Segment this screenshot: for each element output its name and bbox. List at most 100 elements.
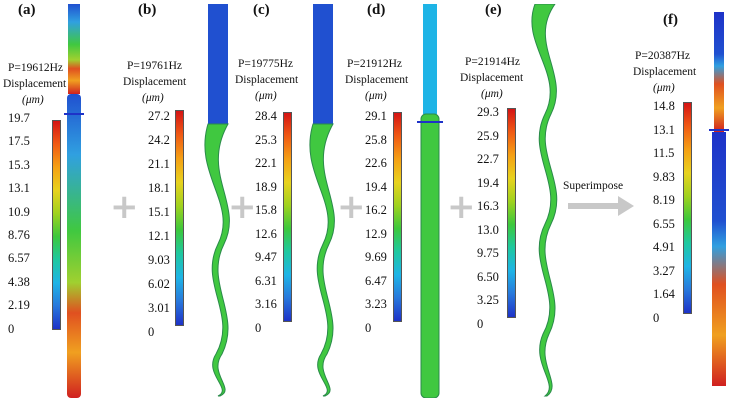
scale-tick-label: 6.31 xyxy=(255,273,277,288)
scale-tick-label: 13.0 xyxy=(477,222,499,237)
frequency-label: P=21912Hz xyxy=(347,58,403,70)
plus-icon: + xyxy=(337,187,366,227)
scale-tick-label: 8.19 xyxy=(653,193,675,207)
scale-tick-label: 25.3 xyxy=(255,132,277,147)
scale-tick-label: 0 xyxy=(255,320,262,335)
scale-tick-label: 6.55 xyxy=(653,216,675,231)
scale-tick-label: 3.25 xyxy=(477,293,499,307)
scale-tick-label: 15.8 xyxy=(255,203,277,217)
scale-tick-label: 22.1 xyxy=(255,156,277,170)
scale-tick-label: 6.02 xyxy=(148,277,170,291)
scale-tick-label: 6.57 xyxy=(8,251,30,266)
scale-tick-label: 12.9 xyxy=(365,226,387,241)
scale-tick-label: 18.9 xyxy=(255,179,277,194)
scale-tick-label: 22.7 xyxy=(477,152,499,166)
panel-d: (d) P=21912Hz Displacement (μm) 29.1 25.8… xyxy=(345,0,450,402)
scale-tick-label: 22.6 xyxy=(365,156,387,170)
unit-label: (μm) xyxy=(22,94,44,106)
color-scale-bar xyxy=(283,112,292,322)
panel-c: (c) P=19775Hz Displacement (μm) 28.4 25.3… xyxy=(235,0,345,402)
displacement-label: Displacement xyxy=(460,72,524,84)
plus-icon: + xyxy=(228,187,257,227)
deformed-horn-shape xyxy=(417,4,443,398)
scale-tick-label: 14.8 xyxy=(653,99,675,113)
scale-tick-label: 6.50 xyxy=(477,269,499,284)
frequency-label: P=21914Hz xyxy=(465,56,521,68)
scale-tick-label: 0 xyxy=(8,321,15,336)
deformed-horn-shape xyxy=(204,4,230,397)
scale-tick-label: 3.23 xyxy=(365,297,387,311)
deformed-horn-shape xyxy=(309,4,335,397)
scale-tick-label: 12.6 xyxy=(255,226,277,241)
panel-label: (a) xyxy=(18,2,36,18)
scale-tick-label: 0 xyxy=(477,316,484,331)
plus-icon: + xyxy=(110,187,139,227)
scale-tick-label: 19.7 xyxy=(8,111,30,125)
unit-label: (μm) xyxy=(481,88,503,100)
scale-tick-label: 27.2 xyxy=(148,109,170,123)
arrow-right-icon xyxy=(568,196,634,216)
scale-tick-label: 0 xyxy=(365,320,372,335)
scale-tick-label: 6.47 xyxy=(365,273,387,288)
panel-b: (b) P=19761Hz Displacement (μm) 27.2 24.2… xyxy=(120,0,235,402)
deformed-horn-shape xyxy=(531,4,558,397)
displacement-label: Displacement xyxy=(345,74,409,86)
scale-tick-label: 1.64 xyxy=(653,287,675,301)
scale-tick-label: 9.47 xyxy=(255,250,277,264)
scale-tick-label: 29.1 xyxy=(365,109,387,123)
scale-tick-label: 0 xyxy=(653,310,660,325)
scale-tick-label: 12.1 xyxy=(148,229,170,243)
scale-tick-label: 13.1 xyxy=(653,122,675,137)
frequency-label: P=20387Hz xyxy=(635,50,691,62)
panel-label: (d) xyxy=(367,2,386,18)
displacement-label: Displacement xyxy=(3,78,67,90)
scale-tick-label: 9.03 xyxy=(148,253,170,267)
frequency-label: P=19612Hz xyxy=(8,62,64,74)
scale-tick-label: 16.3 xyxy=(477,199,499,213)
color-scale-bar xyxy=(683,102,692,314)
scale-tick-label: 13.1 xyxy=(8,181,30,196)
scale-tick-label: 15.3 xyxy=(8,157,30,172)
panel-f: (f) P=20387Hz Displacement (μm) 14.8 13.1… xyxy=(633,0,735,402)
scale-tick-label: 9.75 xyxy=(477,246,499,260)
unit-label: (μm) xyxy=(653,82,675,94)
panel-label: (c) xyxy=(253,2,270,18)
frequency-label: P=19761Hz xyxy=(127,60,183,72)
scale-tick-label: 25.9 xyxy=(477,128,499,143)
deformed-horn-shape xyxy=(709,12,729,386)
scale-tick-label: 3.01 xyxy=(148,301,170,315)
scale-tick-label: 10.9 xyxy=(8,204,30,219)
scale-tick-label: 15.1 xyxy=(148,205,170,219)
scale-tick-label: 18.1 xyxy=(148,181,170,195)
frequency-label: P=19775Hz xyxy=(238,58,294,70)
panel-a: (a) P=19612Hz Displacement (μm) 19.7 17.5… xyxy=(0,0,115,402)
displacement-label: Displacement xyxy=(235,74,299,86)
unit-label: (μm) xyxy=(365,90,387,102)
plus-icon: + xyxy=(447,187,476,227)
color-scale-bar xyxy=(507,108,516,318)
scale-tick-label: 3.16 xyxy=(255,297,277,311)
color-scale-bar xyxy=(393,112,402,322)
scale-tick-label: 2.19 xyxy=(8,298,30,313)
deformed-horn-shape xyxy=(64,4,84,398)
scale-tick-label: 17.5 xyxy=(8,134,30,149)
scale-tick-label: 4.38 xyxy=(8,274,30,289)
scale-tick-label: 21.1 xyxy=(148,157,170,171)
scale-tick-label: 0 xyxy=(148,325,155,339)
scale-tick-label: 29.3 xyxy=(477,105,499,119)
panel-e: (e) P=21914Hz Displacement (μm) 29.3 25.9… xyxy=(455,0,565,402)
unit-label: (μm) xyxy=(255,90,277,102)
scale-tick-label: 4.91 xyxy=(653,240,675,254)
scale-tick-label: 16.2 xyxy=(365,203,387,217)
scale-tick-label: 9.83 xyxy=(653,169,675,184)
superimpose-label: Superimpose xyxy=(563,180,624,192)
scale-tick-label: 28.4 xyxy=(255,109,277,123)
panel-label: (f) xyxy=(663,12,678,28)
scale-tick-label: 19.4 xyxy=(477,175,499,190)
displacement-label: Displacement xyxy=(633,66,697,78)
panel-label: (e) xyxy=(485,2,502,18)
color-scale-bar xyxy=(175,110,184,326)
scale-tick-label: 19.4 xyxy=(365,179,387,194)
unit-label: (μm) xyxy=(142,92,164,104)
panel-label: (b) xyxy=(138,2,157,18)
